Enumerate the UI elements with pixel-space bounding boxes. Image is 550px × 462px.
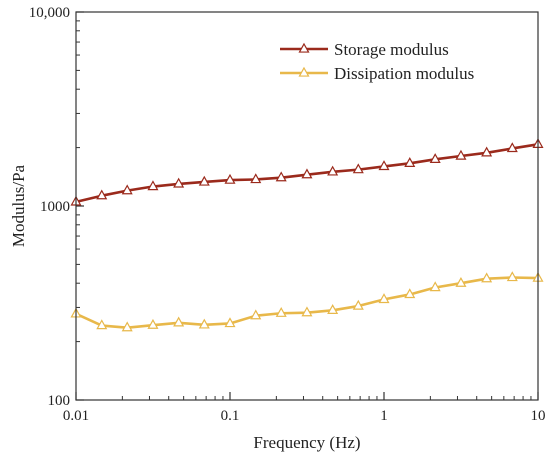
x-tick-label: 0.1 [221, 408, 240, 424]
data-point [506, 271, 518, 282]
x-tick-label: 1 [380, 408, 388, 424]
series-storage-modulus [70, 138, 544, 206]
data-point [96, 319, 108, 330]
legend: Storage modulus Dissipation modulus [280, 40, 474, 83]
y-tick-label: 1000 [40, 199, 70, 215]
data-point [224, 173, 236, 184]
x-tick-label: 0.01 [63, 408, 89, 424]
data-point [250, 309, 262, 320]
data-point [173, 316, 185, 327]
data-point [481, 146, 493, 157]
data-point [455, 149, 467, 160]
legend-item: Dissipation modulus [280, 64, 474, 83]
data-point [301, 168, 313, 179]
data-point [378, 293, 390, 304]
plot-frame [75, 11, 539, 401]
data-point [275, 306, 287, 317]
data-point [429, 153, 441, 164]
data-point [121, 321, 133, 332]
legend-label: Dissipation modulus [334, 64, 474, 83]
data-point [352, 163, 364, 174]
data-point [147, 180, 159, 191]
series-layer [70, 138, 544, 332]
data-point [198, 175, 210, 186]
data-point [506, 142, 518, 153]
data-point [224, 317, 236, 328]
legend-marker [298, 66, 310, 77]
data-point [147, 318, 159, 329]
y-tick-label: 10,000 [29, 5, 70, 21]
legend-label: Storage modulus [334, 40, 449, 59]
data-point [455, 276, 467, 287]
x-axis-title: Frequency (Hz) [253, 433, 360, 452]
legend-item: Storage modulus [280, 40, 449, 59]
legend-marker [298, 42, 310, 53]
data-point [429, 281, 441, 292]
data-point [198, 318, 210, 329]
data-point [404, 288, 416, 299]
data-point [378, 160, 390, 171]
data-point [352, 299, 364, 310]
data-point [173, 177, 185, 188]
data-point [301, 306, 313, 317]
data-point [327, 165, 339, 176]
data-point [250, 173, 262, 184]
y-tick-label: 100 [48, 393, 71, 409]
data-point [404, 157, 416, 167]
data-point [121, 184, 133, 195]
x-tick-label: 10 [531, 408, 546, 424]
data-point [481, 272, 493, 283]
data-point [275, 171, 287, 182]
series-dissipation-modulus [70, 271, 544, 332]
y-axis-title: Modulus/Pa [9, 164, 28, 247]
series-line [75, 276, 539, 329]
data-point [327, 304, 339, 314]
data-point [96, 189, 108, 200]
ticks-layer: 0.01 0.1 1 10 100 1000 10,000 [29, 5, 546, 424]
